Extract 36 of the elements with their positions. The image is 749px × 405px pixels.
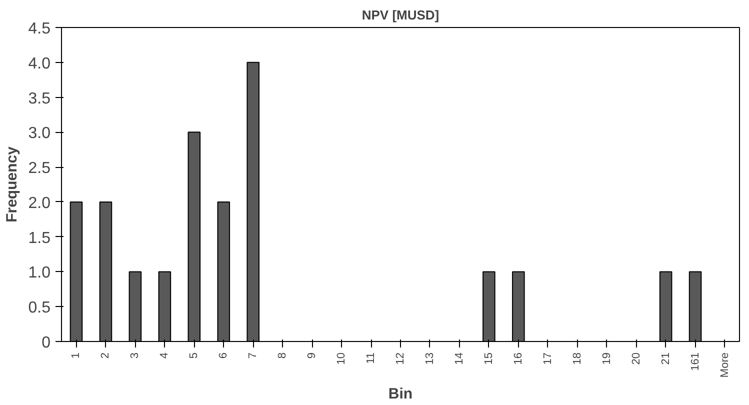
x-tick-label: 161: [689, 352, 702, 371]
x-tick-label: 14: [453, 352, 466, 365]
y-axis-title: Frequency: [3, 146, 20, 222]
x-tick-label: More: [718, 352, 731, 378]
chart-title: NPV [MUSD]: [362, 8, 440, 22]
x-tick-label: 16: [512, 352, 524, 365]
x-tick-label: 15: [482, 352, 495, 365]
x-tick-label: 19: [600, 352, 613, 365]
y-tick-label: 2.0: [28, 194, 51, 212]
x-tick-label: 8: [276, 352, 289, 359]
x-tick-label: 20: [630, 352, 642, 365]
x-tick-label: 10: [336, 352, 348, 365]
y-tick-label: 3.0: [28, 125, 51, 142]
y-tick-label: 4.0: [28, 55, 51, 72]
x-tick-label: 12: [394, 352, 406, 365]
x-tick-label: 5: [188, 352, 200, 359]
x-tick-label: 4: [158, 352, 171, 359]
y-tick-label: 1.0: [28, 264, 51, 282]
x-tick-label: 21: [660, 352, 672, 365]
x-tick-label: 7: [247, 352, 260, 359]
y-tick-label: 0.5: [28, 300, 51, 317]
y-tick-label: 1.5: [28, 230, 51, 247]
y-tick-label: 0: [42, 334, 51, 352]
x-tick-label: 13: [424, 352, 436, 365]
x-tick-label: 9: [306, 352, 318, 359]
x-tick-label: 1: [70, 352, 82, 359]
x-tick-label: 3: [129, 352, 142, 359]
x-tick-label: 6: [218, 352, 230, 359]
x-tick-label: 18: [571, 352, 584, 365]
x-tick-label: 2: [100, 352, 112, 359]
x-tick-label: 17: [542, 352, 554, 365]
y-tick-label: 2.5: [28, 160, 51, 178]
y-tick-label: 3.5: [28, 90, 51, 108]
x-axis-title: Bin: [388, 386, 413, 403]
y-tick-label: 4.5: [28, 20, 51, 38]
x-tick-label: 11: [365, 352, 378, 364]
